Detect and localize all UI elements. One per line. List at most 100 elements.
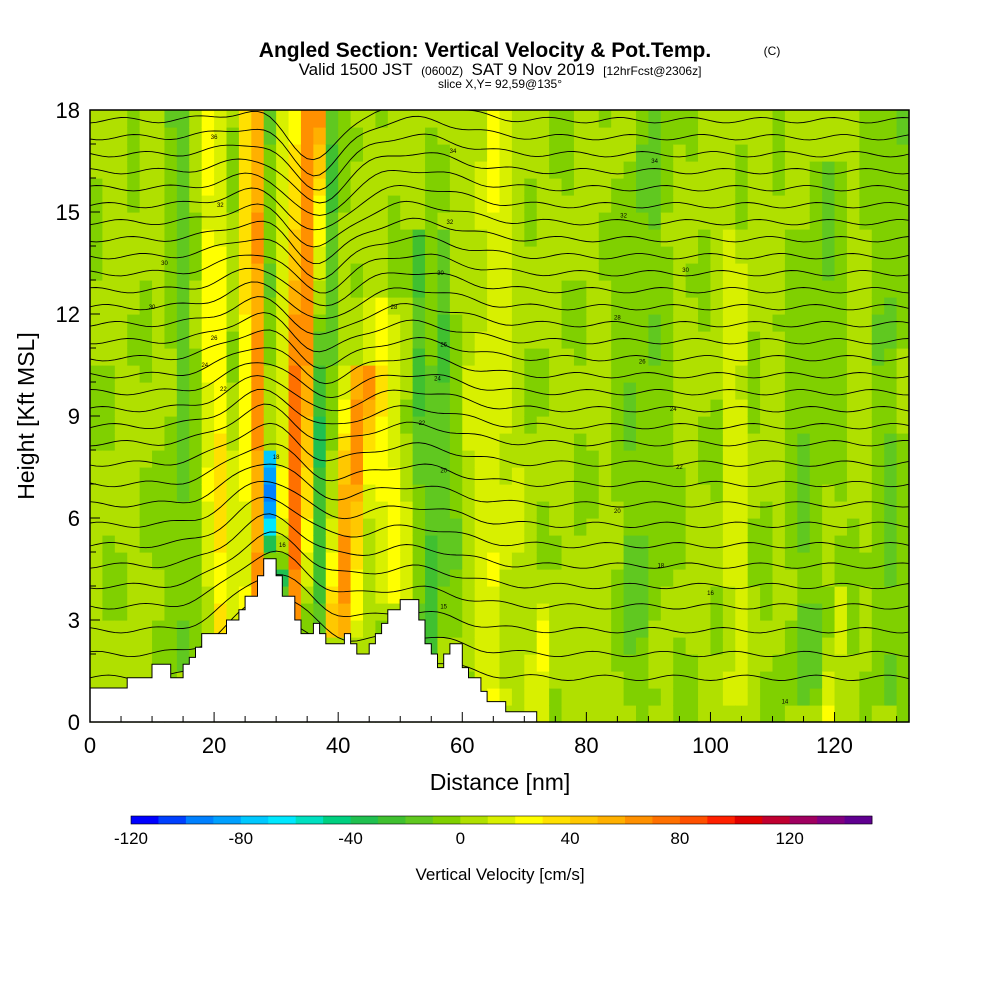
velocity-cell	[152, 467, 166, 485]
velocity-cell	[685, 348, 699, 366]
velocity-cell	[90, 450, 104, 468]
velocity-cell	[499, 450, 513, 468]
velocity-cell	[896, 382, 910, 400]
velocity-cell	[524, 450, 538, 468]
velocity-cell	[201, 212, 215, 230]
velocity-cell	[288, 365, 302, 383]
velocity-cell	[474, 416, 488, 434]
velocity-cell	[338, 501, 352, 519]
velocity-cell	[487, 603, 501, 621]
velocity-cell	[226, 501, 240, 519]
velocity-cell	[350, 586, 364, 604]
velocity-cell	[735, 161, 749, 179]
velocity-cell	[425, 229, 439, 247]
velocity-cell	[784, 110, 798, 128]
velocity-cell	[772, 280, 786, 298]
velocity-cell	[623, 297, 637, 315]
velocity-cell	[313, 382, 327, 400]
contour-label: 28	[614, 315, 621, 321]
velocity-cell	[586, 654, 600, 672]
velocity-cell	[685, 671, 699, 689]
velocity-cell	[164, 620, 178, 638]
velocity-cell	[797, 348, 811, 366]
velocity-cell	[573, 144, 587, 162]
velocity-cell	[747, 569, 761, 587]
velocity-cell	[449, 144, 463, 162]
velocity-cell	[784, 467, 798, 485]
velocity-cell	[797, 535, 811, 553]
velocity-cell	[536, 552, 550, 570]
velocity-cell	[722, 195, 736, 213]
velocity-cell	[139, 365, 153, 383]
velocity-cell	[363, 518, 377, 536]
velocity-cell	[573, 501, 587, 519]
velocity-cell	[139, 246, 153, 264]
velocity-cell	[797, 467, 811, 485]
velocity-cell	[747, 535, 761, 553]
velocity-cell	[871, 280, 885, 298]
velocity-cell	[437, 620, 451, 638]
velocity-cell	[363, 382, 377, 400]
velocity-cell	[549, 484, 563, 502]
velocity-cell	[598, 484, 612, 502]
velocity-cell	[846, 535, 860, 553]
velocity-cell	[598, 399, 612, 417]
velocity-cell	[164, 195, 178, 213]
velocity-cell	[623, 195, 637, 213]
velocity-cell	[127, 484, 141, 502]
velocity-cell	[474, 348, 488, 366]
isentrope-line	[89, 375, 910, 413]
velocity-cell	[437, 195, 451, 213]
colorbar-swatch	[625, 816, 653, 824]
velocity-cell	[648, 161, 662, 179]
velocity-cell	[499, 399, 513, 417]
velocity-cell	[139, 552, 153, 570]
velocity-cell	[412, 518, 426, 536]
velocity-cell	[449, 229, 463, 247]
velocity-cell	[710, 654, 724, 672]
velocity-cell	[387, 212, 401, 230]
velocity-cell	[300, 246, 314, 264]
velocity-cell	[760, 569, 774, 587]
velocity-cell	[846, 569, 860, 587]
velocity-cell	[474, 212, 488, 230]
velocity-cell	[387, 178, 401, 196]
velocity-cell	[536, 263, 550, 281]
x-tick-label: 120	[816, 733, 853, 758]
velocity-cell	[772, 161, 786, 179]
velocity-cell	[449, 280, 463, 298]
velocity-cell	[251, 501, 265, 519]
velocity-cell	[871, 450, 885, 468]
velocity-cell	[573, 331, 587, 349]
colorbar-swatch	[597, 816, 626, 824]
velocity-cell	[139, 297, 153, 315]
velocity-cell	[871, 705, 885, 723]
velocity-cell	[176, 110, 190, 128]
velocity-cell	[561, 688, 575, 706]
velocity-cell	[660, 501, 674, 519]
velocity-cell	[437, 569, 451, 587]
x-axis-title: Distance [nm]	[430, 769, 571, 795]
velocity-cell	[387, 552, 401, 570]
velocity-cell	[511, 331, 525, 349]
velocity-cell	[586, 178, 600, 196]
velocity-cell	[499, 195, 513, 213]
velocity-cell	[809, 161, 823, 179]
velocity-cell	[822, 416, 836, 434]
velocity-cell	[226, 552, 240, 570]
velocity-cell	[561, 399, 575, 417]
velocity-cell	[214, 450, 228, 468]
velocity-cell	[859, 263, 873, 281]
velocity-cell	[859, 161, 873, 179]
velocity-cell	[536, 688, 550, 706]
velocity-cell	[338, 399, 352, 417]
velocity-cell	[201, 297, 215, 315]
velocity-cell	[325, 535, 339, 553]
velocity-cell	[536, 127, 550, 145]
velocity-cell	[164, 603, 178, 621]
velocity-cell	[735, 518, 749, 536]
velocity-cell	[449, 535, 463, 553]
velocity-cell	[387, 467, 401, 485]
velocity-cell	[673, 467, 687, 485]
velocity-cell	[834, 671, 848, 689]
